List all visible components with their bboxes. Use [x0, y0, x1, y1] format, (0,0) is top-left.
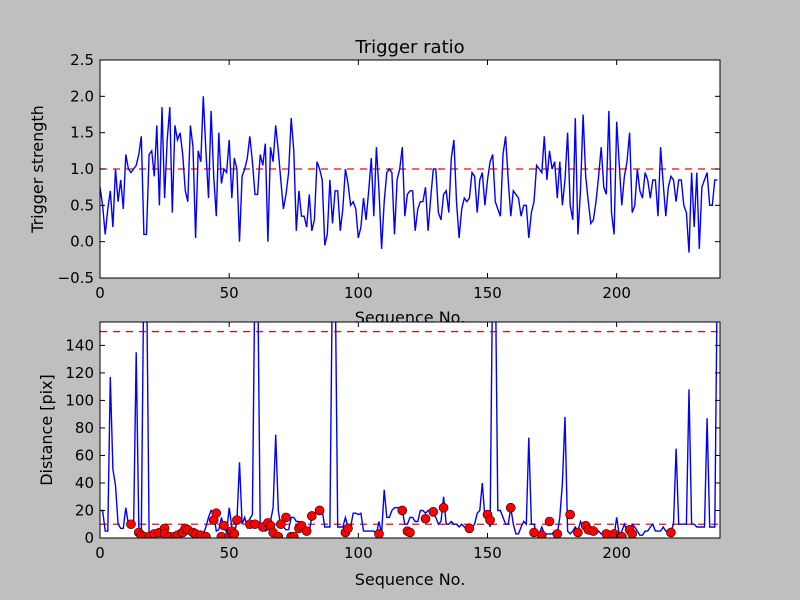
bottom-marker [374, 529, 384, 538]
top-plot: 0 50 100 150 200 −0.5 0.0 0.5 1.0 1.5 2.0 2.5 [58, 51, 721, 302]
bottom-marker [397, 505, 408, 516]
bottom-marker [588, 526, 599, 536]
bottom-marker [666, 527, 676, 538]
bottom-marker [219, 520, 229, 531]
bottom-y-tick-label: 60 [75, 446, 94, 464]
bottom-x-tick-label: 150 [473, 544, 502, 562]
bottom-x-tick-label: 100 [344, 544, 373, 562]
bottom-plot-area [100, 322, 720, 538]
top-y-tick-label: 1.0 [70, 160, 94, 178]
bottom-marker [288, 531, 299, 538]
bottom-marker [273, 531, 284, 538]
bottom-x-tick-label: 50 [220, 544, 239, 562]
bottom-marker [627, 529, 637, 538]
top-x-tick-label: 200 [602, 284, 631, 302]
bottom-marker [536, 530, 547, 538]
bottom-y-tick-label: 20 [75, 501, 94, 519]
bottom-y-tick-label: 140 [65, 336, 94, 354]
bottom-marker [281, 512, 291, 523]
bottom-marker [552, 529, 563, 538]
bottom-x-tick-label: 0 [95, 544, 105, 562]
top-x-tick-label: 100 [344, 284, 373, 302]
bottom-marker [485, 515, 495, 525]
bottom-axes-frame [99, 321, 721, 539]
bottom-marker [428, 507, 439, 517]
top-x-tick-label: 150 [473, 284, 502, 302]
top-y-tick-label: 2.5 [70, 51, 94, 69]
bottom-marker [438, 502, 449, 513]
bottom-marker [232, 515, 242, 525]
top-series-line [100, 96, 718, 253]
bottom-y-axis-label: Distance [pix] [37, 374, 56, 486]
bottom-y-tick-label: 40 [75, 474, 94, 492]
bottom-marker [276, 519, 286, 530]
bottom-y-tick-label: 0 [84, 529, 94, 547]
top-y-tick-label: 2.0 [70, 87, 94, 105]
bottom-marker [211, 508, 222, 519]
top-y-tick-label: 1.5 [70, 124, 94, 142]
top-y-tick-label: −0.5 [58, 269, 94, 287]
bottom-marker [126, 519, 136, 530]
bottom-marker [505, 502, 516, 513]
top-y-tick-label: 0.0 [70, 233, 94, 251]
bottom-plot: 0 50 100 150 200 0 20 40 60 80 100 120 140 [65, 321, 721, 562]
top-y-tick-label: 0.5 [70, 196, 94, 214]
bottom-marker [307, 511, 317, 521]
top-x-tick-label: 0 [95, 284, 105, 302]
bottom-y-tick-label: 80 [75, 419, 94, 437]
bottom-marker [617, 531, 627, 538]
bottom-marker [573, 527, 583, 538]
bottom-marker [464, 523, 475, 534]
top-chart-title: Trigger ratio [354, 37, 464, 58]
bottom-marker [405, 527, 415, 538]
bottom-x-tick-label: 200 [602, 544, 631, 562]
bottom-y-tick-label: 120 [65, 364, 94, 382]
top-y-axis-label: Trigger strength [28, 105, 47, 234]
bottom-marker [201, 531, 211, 538]
bottom-marker [229, 529, 240, 538]
bottom-y-tick-label: 100 [65, 391, 94, 409]
bottom-marker [544, 516, 555, 527]
top-x-tick-label: 50 [220, 284, 239, 302]
bottom-x-axis-label: Sequence No. [355, 570, 466, 589]
bottom-marker [314, 505, 325, 516]
bottom-marker [343, 523, 353, 534]
bottom-marker [420, 513, 431, 524]
bottom-marker [301, 526, 312, 536]
bottom-marker [565, 509, 575, 520]
